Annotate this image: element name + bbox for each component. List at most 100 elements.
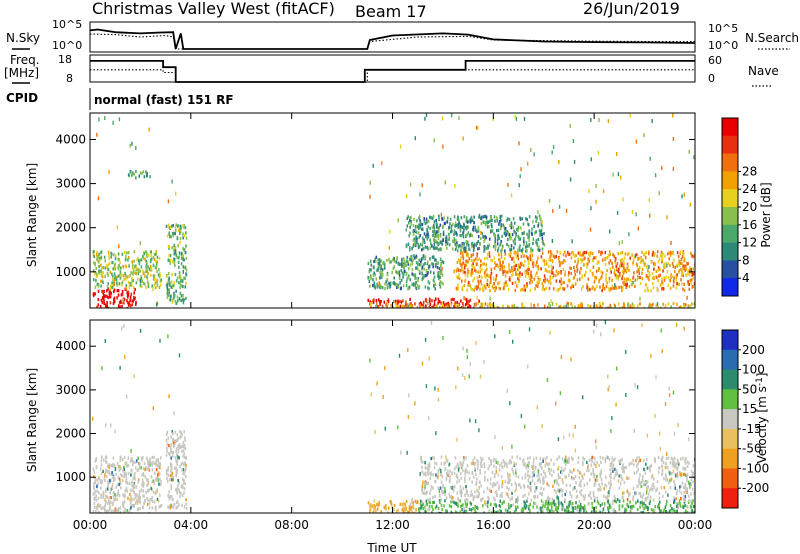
power-cell xyxy=(466,242,468,246)
power-cell xyxy=(526,218,528,222)
velocity-cell xyxy=(650,487,652,491)
velocity-cell xyxy=(185,467,187,471)
power-cell xyxy=(501,267,504,271)
velocity-cell xyxy=(676,458,679,462)
velocity-cell xyxy=(183,472,185,476)
velocity-cell xyxy=(651,484,654,488)
power-cell xyxy=(420,227,423,231)
power-cell xyxy=(666,252,669,256)
power-cell xyxy=(623,280,625,285)
power-cell xyxy=(661,252,663,257)
power-cell xyxy=(516,251,519,255)
power-cell xyxy=(440,264,442,268)
velocity-cell xyxy=(560,501,562,505)
power-cell xyxy=(115,281,118,285)
velocity-cell xyxy=(175,459,178,463)
velocity-cell xyxy=(95,456,98,461)
velocity-cell xyxy=(625,349,627,354)
power-cell xyxy=(460,251,462,255)
velocity-cell xyxy=(463,457,466,461)
velocity-cell xyxy=(108,463,111,467)
power-cell xyxy=(439,234,442,238)
power-cell xyxy=(411,268,414,272)
power-cell xyxy=(510,247,512,251)
power-cell xyxy=(541,247,544,251)
power-cell xyxy=(508,253,510,257)
velocity-cell xyxy=(494,483,497,487)
power-cell xyxy=(489,219,491,223)
power-cell xyxy=(506,270,509,274)
velocity-cell xyxy=(510,461,513,465)
power-cell xyxy=(411,282,413,286)
power-cell xyxy=(500,249,502,253)
velocity-cell xyxy=(593,483,596,487)
velocity-cell xyxy=(152,490,155,494)
power-cell xyxy=(544,262,546,267)
velocity-cell xyxy=(516,500,519,504)
velocity-cell xyxy=(498,468,501,472)
velocity-cell xyxy=(466,470,468,474)
power-cell xyxy=(559,286,562,290)
power-cell xyxy=(570,302,572,306)
velocity-cell xyxy=(182,454,185,458)
power-cell xyxy=(96,257,98,261)
velocity-cell xyxy=(178,456,180,460)
power-cell xyxy=(439,223,442,227)
power-cell xyxy=(372,284,374,288)
velocity-cell xyxy=(118,468,121,472)
power-cell xyxy=(494,287,496,292)
velocity-cell xyxy=(540,461,543,465)
velocity-cell xyxy=(582,476,584,480)
power-cell xyxy=(181,279,184,284)
velocity-cell xyxy=(542,487,545,491)
power-cell xyxy=(597,306,599,308)
power-cell xyxy=(521,287,523,292)
velocity-cell xyxy=(130,499,132,503)
power-cell xyxy=(378,262,381,266)
power-cell xyxy=(455,245,458,249)
power-cell xyxy=(185,272,187,276)
power-cell xyxy=(609,253,611,257)
power-cell xyxy=(673,258,675,262)
power-cell xyxy=(552,209,554,213)
power-cell xyxy=(612,265,614,269)
velocity-cell xyxy=(421,361,424,366)
velocity-cell xyxy=(96,507,98,511)
velocity-cell xyxy=(479,374,482,379)
power-cell xyxy=(567,250,569,255)
velocity-cell xyxy=(654,457,656,461)
power-cell xyxy=(124,251,126,255)
power-cell xyxy=(681,271,683,275)
power-cell xyxy=(526,282,528,286)
power-cell xyxy=(436,246,438,250)
velocity-cell xyxy=(567,507,570,511)
power-cell xyxy=(517,228,519,233)
power-cell xyxy=(687,270,689,274)
power-cell xyxy=(463,306,466,308)
velocity-cell xyxy=(534,501,537,505)
velocity-cell xyxy=(184,436,186,440)
velocity-cell xyxy=(647,496,649,500)
power-cell xyxy=(117,304,120,308)
velocity-cell xyxy=(492,482,494,486)
power-cell xyxy=(604,257,606,261)
power-cell xyxy=(419,223,421,227)
power-cell xyxy=(616,152,618,156)
velocity-cell xyxy=(412,506,415,510)
velocity-cell xyxy=(442,490,444,494)
power-cell xyxy=(576,269,578,273)
velocity-cell xyxy=(530,488,532,492)
power-cell xyxy=(593,256,595,260)
power-cell xyxy=(657,279,659,283)
power-cell xyxy=(463,266,466,270)
velocity-cell xyxy=(471,480,473,484)
velocity-cell xyxy=(429,488,432,492)
nsearch-label: N.Search xyxy=(745,31,799,45)
velocity-cell xyxy=(445,496,448,500)
power-cell xyxy=(456,249,459,253)
velocity-cell xyxy=(595,510,597,513)
power-cell xyxy=(133,295,135,299)
velocity-cell xyxy=(535,456,538,460)
power-cell xyxy=(529,288,532,292)
power-cell xyxy=(559,264,561,268)
